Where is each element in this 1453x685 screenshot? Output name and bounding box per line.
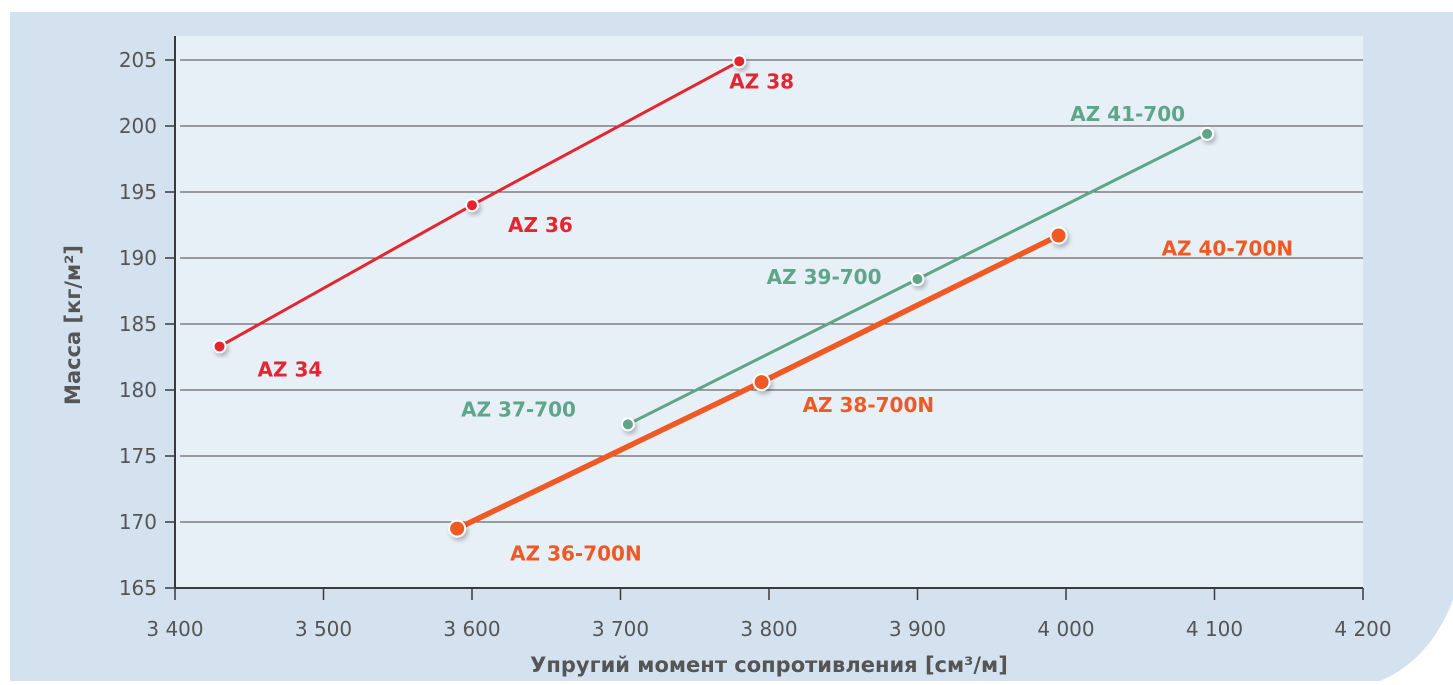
data-point — [448, 519, 467, 538]
data-point — [212, 339, 227, 354]
x-tick-label: 3 600 — [443, 617, 500, 641]
y-tick-label: 200 — [119, 114, 157, 138]
data-point — [732, 54, 747, 69]
x-tick-label: 3 700 — [592, 617, 649, 641]
axes: 165 170 175 180 185 190 195 200 205 3 400 3 500 3 6… — [119, 36, 1392, 641]
x-tick-label: 3 400 — [146, 617, 203, 641]
data-point — [1049, 226, 1068, 245]
y-axis-title: Масса [кг/м²] — [61, 245, 85, 405]
x-tick-label: 4 100 — [1186, 617, 1243, 641]
point-labels: AZ 34 AZ 36 AZ 38 AZ 37-700 AZ 39-700 AZ 41-7… — [258, 69, 1294, 565]
data-points — [212, 54, 1215, 538]
y-tick-label: 175 — [119, 444, 157, 468]
point-label: AZ 37-700 — [461, 397, 576, 421]
y-tick-label: 165 — [119, 576, 157, 600]
plot-background — [175, 36, 1363, 588]
point-label: AZ 36-700N — [510, 542, 642, 566]
data-point — [910, 272, 925, 287]
x-tick-label: 4 200 — [1334, 617, 1391, 641]
x-axis-title: Упругий момент сопротивления [см³/м] — [530, 653, 1008, 677]
data-point — [465, 198, 479, 213]
data-point — [752, 373, 771, 392]
x-tick-label: 3 900 — [889, 617, 946, 641]
data-point — [1200, 126, 1215, 141]
y-tick-label: 195 — [119, 180, 157, 204]
x-tick-label: 3 500 — [295, 617, 352, 641]
y-tick-label: 185 — [119, 312, 157, 336]
point-label: AZ 41-700 — [1070, 102, 1185, 126]
point-label: AZ 39-700 — [767, 265, 882, 289]
y-tick-label: 205 — [119, 48, 157, 72]
y-tick-label: 190 — [119, 246, 157, 270]
point-label: AZ 38-700N — [803, 393, 935, 417]
point-label: AZ 38 — [729, 69, 794, 93]
point-label: AZ 40-700N — [1162, 237, 1294, 261]
y-tick-label: 170 — [119, 510, 157, 534]
x-tick-label: 3 800 — [740, 617, 797, 641]
point-label: AZ 34 — [258, 357, 323, 381]
point-label: AZ 36 — [508, 213, 573, 237]
x-tick-label: 4 000 — [1037, 617, 1094, 641]
y-tick-label: 180 — [119, 378, 157, 402]
data-point — [620, 417, 635, 432]
